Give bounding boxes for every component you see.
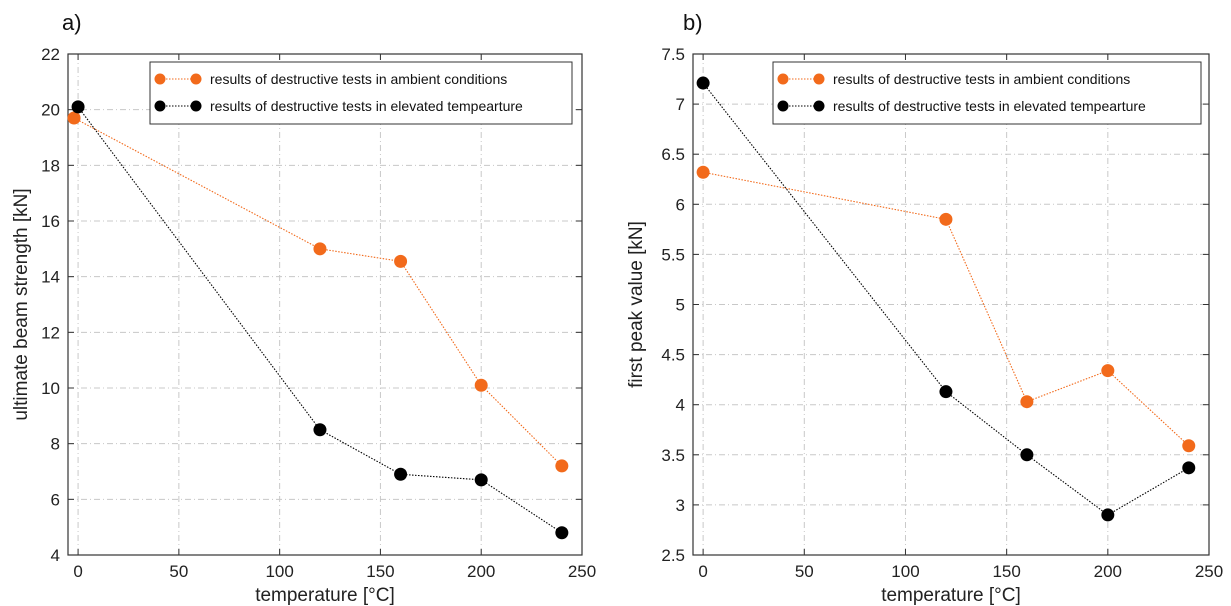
chart-panel-1: 0 50 100 150 200 250 2.5 3 3.5 4 4.5 5 5.5 6 6.5 7 7.5 te… xyxy=(626,10,1223,606)
legend: results of destructive tests in ambient … xyxy=(149,61,573,125)
y-tick-label: 5 xyxy=(676,296,685,315)
panel-label: b) xyxy=(683,10,703,35)
x-tick-label: 200 xyxy=(467,562,495,581)
x-tick-label: 0 xyxy=(73,562,82,581)
y-tick-label: 3 xyxy=(676,496,685,515)
series-line-0 xyxy=(703,171,1190,447)
x-tick-label: 50 xyxy=(795,562,814,581)
legend-marker-0 xyxy=(777,73,789,85)
panel-label: a) xyxy=(62,10,82,35)
data-point-series-1 xyxy=(555,526,569,540)
x-tick-label: 250 xyxy=(1195,562,1223,581)
y-tick-label: 8 xyxy=(51,435,60,454)
y-tick-label: 6.5 xyxy=(661,145,685,164)
y-tick-label: 6 xyxy=(676,195,685,214)
y-tick-label: 5.5 xyxy=(661,245,685,264)
y-tick-label: 3.5 xyxy=(661,446,685,465)
legend-marker-0 xyxy=(813,73,825,85)
data-point-series-0 xyxy=(67,111,81,125)
legend-label-1: results of destructive tests in elevated… xyxy=(210,98,523,114)
data-point-series-1 xyxy=(1020,448,1034,462)
y-tick-label: 10 xyxy=(41,379,60,398)
y-tick-label: 18 xyxy=(41,156,60,175)
legend-marker-1 xyxy=(777,100,789,112)
legend-marker-1 xyxy=(190,100,202,112)
data-point-series-0 xyxy=(1020,395,1034,409)
plot-frame xyxy=(67,53,583,556)
y-axis-label: ultimate beam strength [kN] xyxy=(11,188,32,420)
data-point-series-1 xyxy=(313,423,327,437)
data-point-series-0 xyxy=(394,254,408,268)
data-point-series-1 xyxy=(71,100,85,114)
x-tick-label: 150 xyxy=(366,562,394,581)
y-tick-label: 7 xyxy=(676,95,685,114)
y-tick-label: 6 xyxy=(51,490,60,509)
y-tick-label: 2.5 xyxy=(661,546,685,565)
legend-marker-1 xyxy=(813,100,825,112)
data-point-series-0 xyxy=(696,165,710,179)
y-tick-label: 16 xyxy=(41,212,60,231)
data-point-series-0 xyxy=(313,242,327,256)
legend-marker-0 xyxy=(154,73,166,85)
x-axis-label: temperature [°C] xyxy=(255,585,395,606)
legend-marker-1 xyxy=(154,100,166,112)
y-tick-label: 4.5 xyxy=(661,346,685,365)
y-tick-label: 12 xyxy=(41,323,60,342)
data-point-series-0 xyxy=(1101,364,1115,378)
x-tick-label: 100 xyxy=(265,562,293,581)
data-point-series-1 xyxy=(1101,508,1115,522)
data-point-series-1 xyxy=(939,385,953,399)
y-tick-label: 7.5 xyxy=(661,45,685,64)
y-axis-label: first peak value [kN] xyxy=(626,221,647,388)
x-tick-label: 150 xyxy=(992,562,1020,581)
series-line-0 xyxy=(73,117,563,467)
legend-marker-0 xyxy=(190,73,202,85)
legend-label-1: results of destructive tests in elevated… xyxy=(833,98,1146,114)
chart-panel-0: 0 50 100 150 200 250 4 6 8 10 12 14 16 18 20 22 temperat… xyxy=(11,10,596,606)
legend: results of destructive tests in ambient … xyxy=(772,61,1202,125)
data-point-series-0 xyxy=(474,378,488,392)
legend-box xyxy=(149,61,573,125)
x-tick-label: 50 xyxy=(169,562,188,581)
y-tick-label: 4 xyxy=(51,546,60,565)
data-point-series-0 xyxy=(1182,439,1196,453)
series-line-1 xyxy=(702,82,1190,516)
x-tick-label: 0 xyxy=(698,562,707,581)
data-point-series-1 xyxy=(474,473,488,487)
x-tick-label: 200 xyxy=(1094,562,1122,581)
legend-label-0: results of destructive tests in ambient … xyxy=(210,71,507,87)
legend-label-0: results of destructive tests in ambient … xyxy=(833,71,1130,87)
legend-box xyxy=(772,61,1202,125)
y-tick-label: 22 xyxy=(41,45,60,64)
data-point-series-0 xyxy=(939,212,953,226)
y-tick-label: 14 xyxy=(41,268,60,287)
x-tick-label: 250 xyxy=(568,562,596,581)
series-line-1 xyxy=(77,106,563,534)
data-point-series-1 xyxy=(394,467,408,481)
data-point-series-1 xyxy=(696,76,710,90)
y-tick-label: 20 xyxy=(41,101,60,120)
data-point-series-0 xyxy=(555,459,569,473)
x-axis-label: temperature [°C] xyxy=(881,585,1021,606)
data-point-series-1 xyxy=(1182,461,1196,475)
x-tick-label: 100 xyxy=(891,562,919,581)
y-tick-label: 4 xyxy=(676,396,685,415)
